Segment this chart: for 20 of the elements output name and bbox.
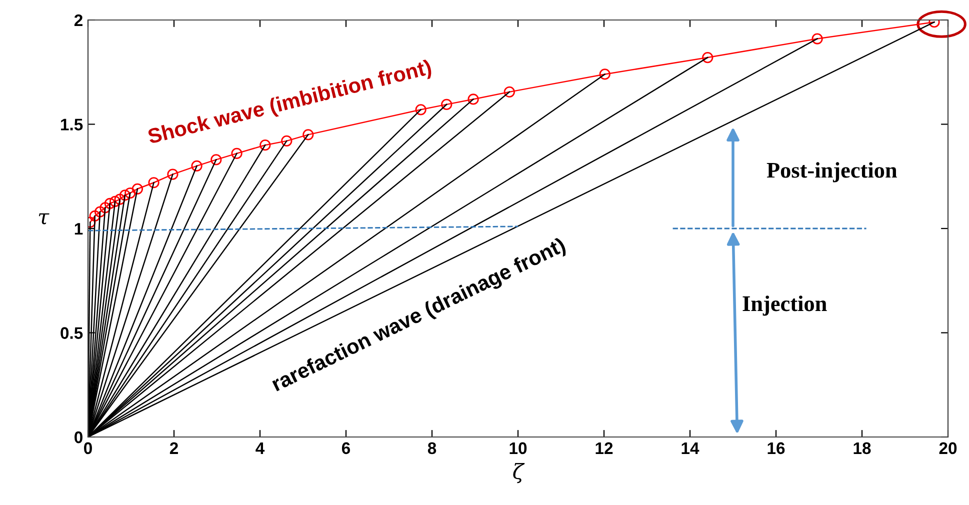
x-tick-label: 12 bbox=[596, 442, 613, 454]
x-tick-label: 8 bbox=[428, 442, 436, 454]
x-axis-title: ζ bbox=[513, 462, 525, 484]
annotation: Post-injection bbox=[766, 162, 897, 182]
x-tick-label: 20 bbox=[939, 442, 957, 454]
x-tick-label: 2 bbox=[170, 442, 178, 454]
x-tick-label: 18 bbox=[854, 442, 871, 454]
y-tick-label: 1.5 bbox=[61, 118, 83, 130]
y-tick-label: 1 bbox=[74, 223, 83, 235]
x-tick-label: 4 bbox=[256, 442, 265, 454]
x-tick-label: 6 bbox=[342, 442, 350, 454]
x-tick-label: 10 bbox=[510, 442, 527, 454]
x-tick-label: 14 bbox=[682, 442, 700, 454]
y-tick-label: 2 bbox=[74, 14, 82, 26]
annotation: Injection bbox=[742, 296, 827, 316]
y-tick-label: 0.5 bbox=[60, 327, 83, 339]
x-tick-label: 16 bbox=[768, 442, 785, 454]
y-axis-title: τ bbox=[38, 213, 50, 224]
y-tick-label: 0 bbox=[74, 431, 82, 444]
x-tick-label: 0 bbox=[84, 442, 92, 454]
